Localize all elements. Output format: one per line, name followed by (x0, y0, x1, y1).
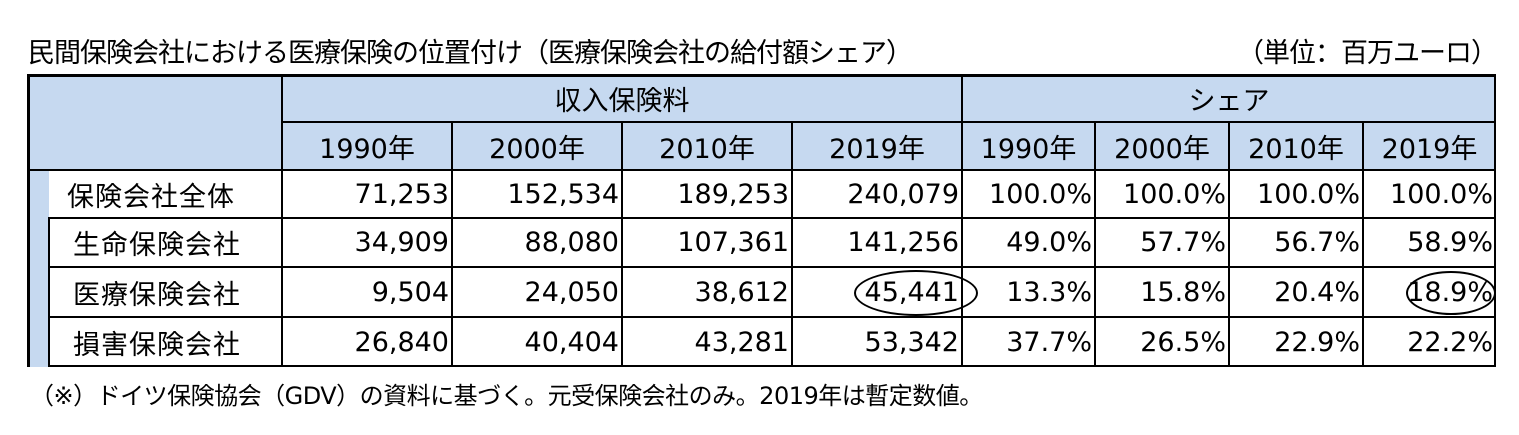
grid-line (281, 74, 283, 367)
table-cell: 240,079 (847, 178, 959, 210)
table-cell: 26.5% (1140, 326, 1226, 358)
table-cell: 88,080 (524, 227, 619, 258)
unit-label: （単位：百万ユーロ） (1237, 38, 1498, 69)
table-cell: 57.7% (1140, 227, 1226, 258)
share-year-2000: 2000年 (1114, 133, 1210, 165)
table-cell: 34,909 (354, 227, 449, 258)
table-cell: 100.0% (989, 178, 1092, 210)
table-cell: 141,256 (847, 227, 959, 258)
table-cell: 37.7% (1006, 326, 1092, 358)
table-cell: 22.2% (1407, 326, 1493, 358)
table-cell: 38,612 (694, 276, 789, 308)
income-year-1990: 1990年 (319, 133, 415, 165)
grid-line (1228, 122, 1230, 367)
table-cell: 9,504 (371, 276, 449, 308)
table-cell: 58.9% (1407, 227, 1493, 258)
data-table: 収入保険料 シェア 1990年 2000年 2010年 2019年 1990年 … (27, 74, 1496, 367)
table-border-top (27, 74, 1496, 77)
income-year-2019: 2019年 (829, 133, 925, 165)
grid-line (1094, 122, 1096, 367)
indent-background (27, 170, 49, 367)
income-year-2010: 2010年 (659, 133, 755, 165)
table-cell: 40,404 (524, 326, 619, 358)
footnote: （※）ドイツ保険協会（GDV）の資料に基づく。元受保険会社のみ。2019年は暫定… (30, 382, 983, 410)
table-cell: 152,534 (507, 178, 619, 210)
group-header-share: シェア (1188, 85, 1270, 117)
row-label-life: 生命保険会社 (73, 230, 241, 261)
group-header-income: 収入保険料 (554, 85, 690, 117)
table-cell: 45,441 (864, 276, 959, 308)
table-border-right (1494, 74, 1496, 367)
table-title: 民間保険会社における医療保険の位置付け（医療保険会社の給付額シェア） (28, 38, 913, 69)
grid-line (961, 74, 963, 367)
grid-line (451, 122, 453, 367)
table-cell: 15.8% (1140, 276, 1226, 308)
grid-line (49, 316, 1496, 318)
table-cell: 20.4% (1274, 276, 1360, 308)
table-cell: 56.7% (1274, 227, 1360, 258)
table-cell: 107,361 (677, 227, 789, 258)
table-cell: 24,050 (524, 276, 619, 308)
row-label-medical: 医療保険会社 (73, 279, 241, 311)
grid-line (791, 122, 793, 367)
table-border-bottom (49, 365, 1496, 367)
table-cell: 13.3% (1006, 276, 1092, 308)
table-cell: 189,253 (677, 178, 789, 210)
table-cell: 26,840 (354, 326, 449, 358)
table-cell: 53,342 (864, 326, 959, 358)
share-year-1990: 1990年 (980, 133, 1077, 165)
table-cell: 43,281 (694, 326, 789, 358)
table-cell: 100.0% (1123, 178, 1226, 210)
row-label-nonlife: 損害保険会社 (73, 329, 241, 361)
table-cell: 71,253 (354, 178, 449, 210)
table-cell: 49.0% (1006, 227, 1092, 258)
grid-line (49, 217, 1496, 219)
share-year-2019: 2019年 (1381, 133, 1478, 165)
income-year-2000: 2000年 (489, 133, 585, 165)
grid-line (1362, 122, 1364, 367)
grid-line (49, 266, 1496, 268)
table-cell: 18.9% (1407, 276, 1493, 308)
grid-line (282, 121, 1496, 123)
grid-line (27, 169, 1496, 171)
row-label-total: 保険会社全体 (67, 181, 235, 213)
table-border-left (27, 74, 30, 367)
grid-line (48, 217, 50, 367)
share-year-2010: 2010年 (1248, 133, 1344, 165)
table-cell: 22.9% (1274, 326, 1360, 358)
table-cell: 100.0% (1390, 178, 1493, 210)
grid-line (621, 122, 623, 367)
table-cell: 100.0% (1257, 178, 1360, 210)
